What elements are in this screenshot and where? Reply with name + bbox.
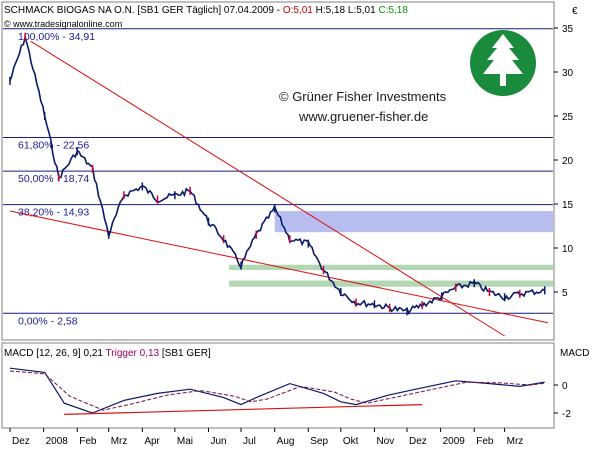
x-tick-label: Jul	[243, 436, 256, 447]
x-tick-label: Feb	[476, 436, 494, 447]
watermark: © www.tradesignalonline.com	[4, 19, 122, 29]
macd-trendline	[64, 404, 423, 415]
trendlines-layer	[9, 40, 549, 337]
header-high-low: H:5,18 L:5,01	[313, 5, 379, 16]
y-tick-label: 35	[562, 24, 574, 35]
macd-y-axis: -2 0	[554, 381, 571, 420]
trendline	[9, 210, 549, 324]
x-tick-label: Sep	[310, 436, 328, 447]
x-tick-label: Apr	[144, 436, 160, 447]
x-tick-label: Mai	[177, 436, 193, 447]
fib-level-label: 100,00% - 34,91	[18, 31, 95, 43]
price-series-layer	[9, 32, 546, 316]
trigger-line	[9, 370, 545, 411]
trendline	[30, 40, 505, 337]
x-tick-label: Aug	[277, 436, 295, 447]
chart-header: SCHMACK BIOGAS NA O.N. [SB1 GER Täglich]…	[4, 5, 408, 16]
y-tick-label: 15	[562, 200, 574, 211]
y-tick-label: 25	[562, 112, 574, 123]
macd-line	[9, 367, 545, 414]
copyright-text: © Grüner Fisher Investments	[279, 89, 447, 104]
macd-trigger: Trigger 0,13	[106, 348, 160, 359]
macd-tick-label: 0	[562, 381, 568, 392]
x-tick-label: Mrz	[111, 436, 128, 447]
y-tick-label: 30	[562, 68, 574, 79]
website-text: www.gruener-fisher.de	[298, 109, 428, 124]
tree-icon	[470, 30, 536, 96]
price-y-axis: 5 10 15 20 25 30 35	[554, 24, 574, 299]
x-tick-label: Mrz	[507, 436, 524, 447]
y-tick-label: 10	[562, 244, 574, 255]
y-tick-label: 20	[562, 156, 574, 167]
x-tick-label: 2008	[46, 436, 69, 447]
y-tick-label: 5	[562, 288, 568, 299]
macd-header: MACD [12, 26, 9] 0,21 Trigger 0,13 [SB1 …	[4, 348, 211, 359]
currency-symbol: €	[572, 6, 578, 17]
x-tick-label: 2009	[443, 436, 466, 447]
x-tick-label: Okt	[343, 436, 359, 447]
x-tick-label: Dez	[409, 436, 427, 447]
zone-band	[229, 280, 553, 287]
macd-lines-layer	[9, 367, 545, 415]
zone-band	[274, 211, 553, 233]
header-close: C:5,18	[378, 5, 408, 16]
x-tick-label: Nov	[376, 436, 394, 447]
fib-level-label: 0,00% - 2,58	[18, 315, 78, 327]
x-axis: Dez 2008 Feb Mrz Apr Mai Jun Jul Aug Sep Okt Nov Dez…	[9, 428, 524, 447]
header-instrument: SCHMACK BIOGAS NA O.N. [SB1 GER Täglich]…	[4, 5, 283, 16]
macd-tick-label: -2	[562, 409, 571, 420]
x-tick-label: Feb	[79, 436, 97, 447]
x-tick-label: Dez	[12, 436, 30, 447]
fib-level-label: 38,20% - 14,93	[18, 207, 89, 219]
zones-layer	[229, 211, 553, 287]
fib-level-label: 50,00% - 18,74	[18, 173, 89, 185]
price-line	[9, 34, 546, 316]
x-tick-label: Jun	[210, 436, 226, 447]
fibonacci-layer: 100,00% - 34,91 61,80% - 22,56 50,00% - 18…	[3, 28, 553, 327]
macd-suffix: [SB1 GER]	[159, 348, 211, 359]
macd-axis-title: MACD	[560, 348, 589, 359]
macd-label: MACD [12, 26, 9] 0,21	[4, 348, 106, 359]
zone-band	[229, 264, 553, 270]
fib-level-label: 61,80% - 22,56	[18, 139, 89, 151]
header-open: O:5,01	[283, 5, 313, 16]
